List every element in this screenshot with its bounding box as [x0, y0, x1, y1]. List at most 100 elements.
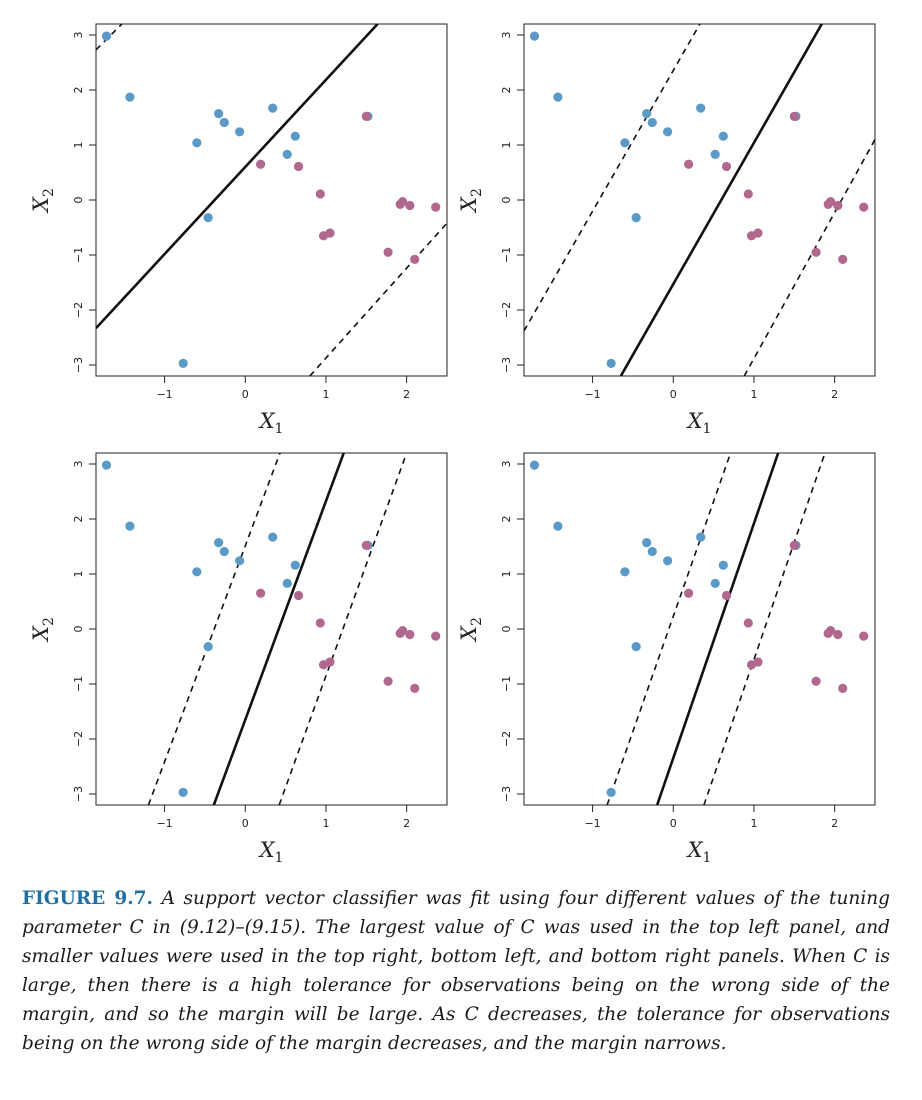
data-point [101, 460, 112, 470]
data-point [282, 578, 292, 588]
y-tick-label: 3 [72, 32, 85, 39]
x-axis-label: X1 [686, 409, 712, 437]
data-point [125, 92, 135, 102]
y-tick-label: −3 [72, 357, 85, 373]
data-point [290, 560, 300, 570]
data-point [789, 540, 799, 551]
margin-lines [524, 24, 875, 376]
data-point [753, 228, 763, 238]
data-point [647, 546, 657, 557]
data-point [315, 189, 325, 199]
hyperplane-line [655, 453, 780, 805]
x-tick-label: 0 [670, 388, 677, 401]
data-point [315, 618, 325, 628]
chart-panel-top-left: −1 0 1 2 −3 −2 −1 0 1 2 3 X1 X2 [29, 23, 448, 437]
series-2 [684, 111, 869, 264]
data-point [710, 149, 720, 159]
data-point [214, 538, 224, 548]
data-point [642, 538, 652, 548]
data-point [753, 657, 763, 667]
x-axis-label: X1 [686, 838, 712, 866]
plot-frame [95, 452, 448, 806]
y-axis-label: X2 [29, 188, 57, 214]
y-tick-label: 1 [500, 571, 513, 578]
plot-frame [95, 23, 448, 377]
y-tick-label: −1 [500, 247, 513, 263]
data-point [325, 228, 335, 238]
hyperplane-line [619, 24, 823, 376]
data-point [219, 117, 229, 128]
hyperplane-line [96, 24, 379, 330]
data-point [361, 540, 371, 551]
y-tick-label: −1 [72, 247, 85, 263]
data-point [256, 588, 266, 598]
data-point [647, 117, 657, 128]
y-tick-label: 1 [72, 571, 85, 578]
y-tick-label: 0 [72, 626, 85, 633]
data-point [219, 546, 229, 557]
data-point [405, 629, 415, 640]
figure-caption: FIGURE 9.7. A support vector classifier … [22, 884, 890, 1058]
data-point [282, 149, 292, 159]
data-point [811, 247, 821, 257]
data-point [663, 127, 673, 137]
y-tick-label: −3 [500, 786, 513, 802]
x-tick-label: 2 [403, 388, 410, 401]
data-point [684, 588, 694, 598]
margin-lines [606, 453, 826, 805]
data-point [684, 159, 694, 169]
y-tick-label: 3 [500, 461, 513, 468]
data-point [203, 642, 213, 652]
hyperplane-line [212, 453, 345, 805]
y-tick-label: −2 [72, 731, 85, 747]
data-point [838, 683, 848, 694]
plot-frame [523, 452, 876, 806]
data-point [606, 358, 616, 368]
x-axis-label: X1 [258, 838, 284, 866]
y-tick-label: −1 [72, 676, 85, 692]
x-tick-label: 1 [750, 388, 757, 401]
y-tick-label: −2 [72, 302, 85, 318]
y-tick-label: −1 [500, 676, 513, 692]
data-point [235, 556, 245, 566]
data-point [431, 202, 441, 212]
caption-text: A support vector classifier was fit usin… [22, 888, 890, 1054]
y-tick-label: 0 [500, 197, 513, 204]
data-point [663, 556, 673, 566]
data-point [235, 127, 245, 137]
x-tick-label: 0 [670, 817, 677, 830]
margin-line [524, 24, 701, 332]
margin-line [309, 222, 447, 376]
x-tick-label: 2 [831, 388, 838, 401]
x-tick-label: −1 [156, 817, 172, 830]
x-tick-label: −1 [584, 817, 600, 830]
data-point [721, 590, 732, 601]
figure-label: FIGURE 9.7. [22, 888, 153, 909]
y-tick-label: 2 [500, 87, 513, 94]
data-point [290, 131, 300, 141]
data-point [192, 567, 202, 577]
series-1 [101, 460, 373, 797]
data-point [431, 631, 441, 641]
data-point [631, 213, 641, 223]
data-point [325, 657, 335, 667]
y-axis-label: X2 [29, 617, 57, 643]
data-point [859, 202, 869, 212]
x-tick-label: 2 [831, 817, 838, 830]
data-point [553, 92, 563, 102]
margin-line [743, 139, 875, 376]
y-tick-label: 1 [500, 142, 513, 149]
data-point [178, 358, 188, 368]
x-tick-label: −1 [156, 388, 172, 401]
margin-lines [96, 24, 447, 376]
data-point [101, 31, 112, 41]
x-tick-label: 0 [242, 817, 249, 830]
data-point [268, 532, 278, 542]
x-tick-label: 1 [322, 817, 329, 830]
y-tick-label: 3 [500, 32, 513, 39]
data-point [268, 103, 278, 113]
y-axis-label: X2 [457, 617, 485, 643]
data-point [743, 618, 753, 628]
data-point [398, 197, 408, 207]
data-point [833, 629, 843, 640]
